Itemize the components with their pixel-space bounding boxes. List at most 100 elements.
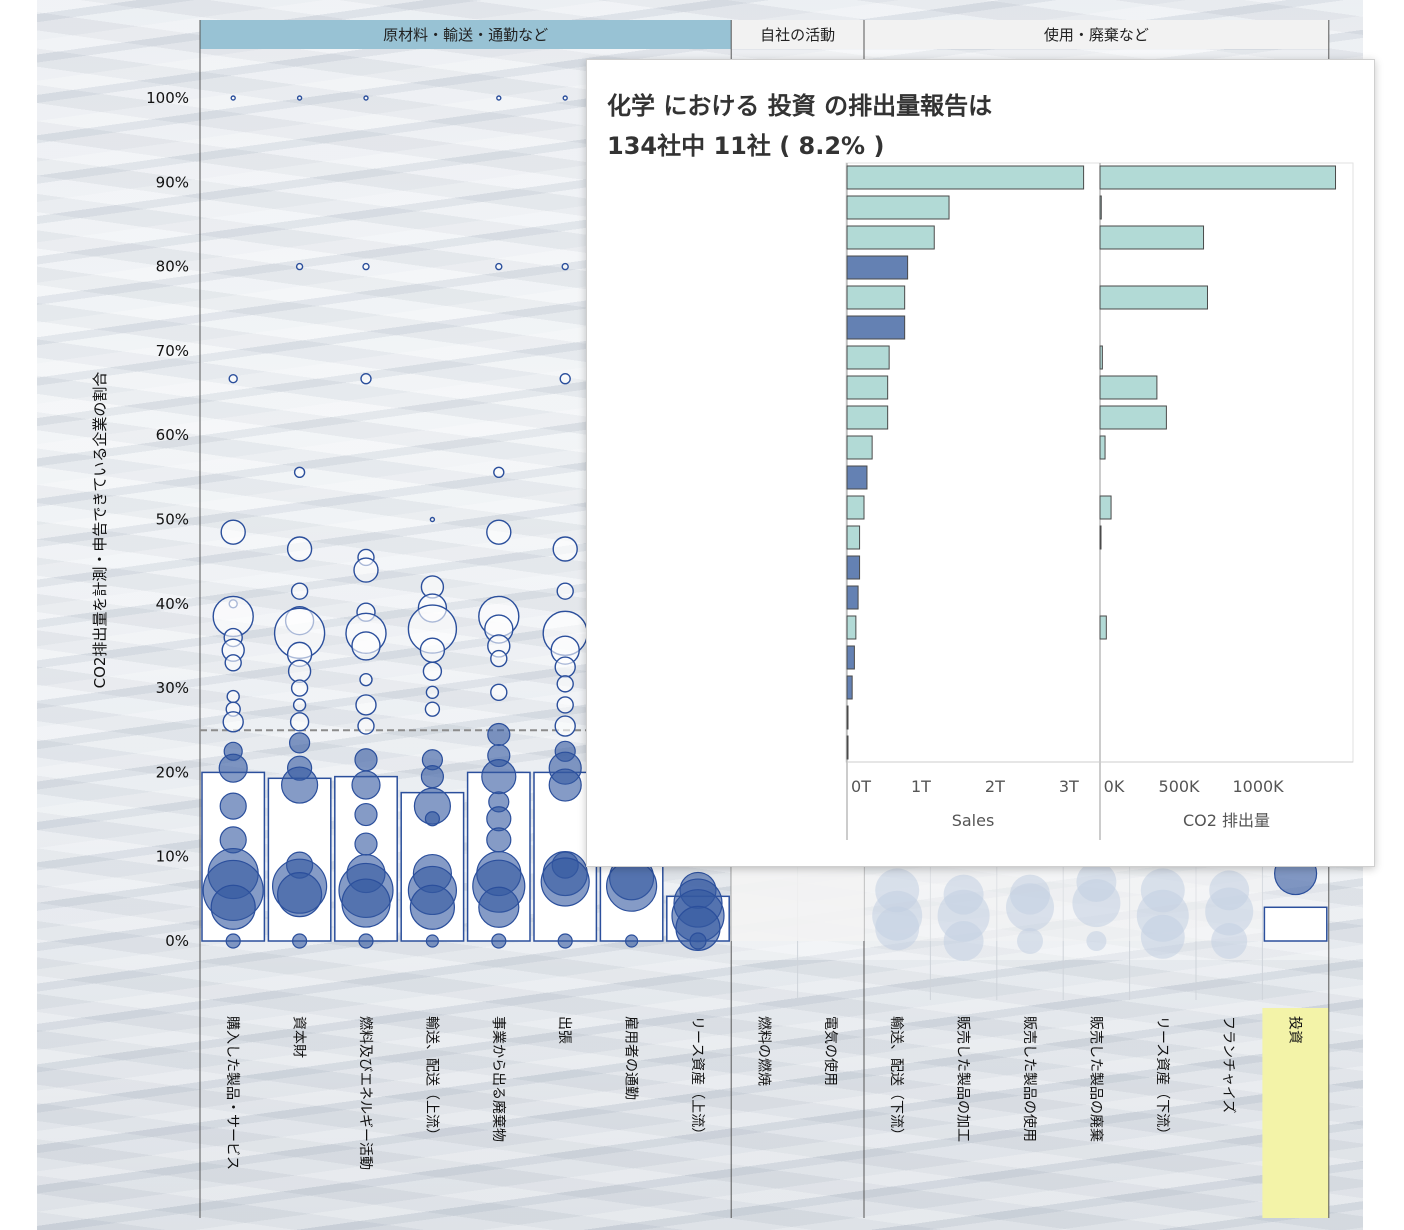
sales-bar <box>846 255 909 280</box>
unreported-company-bubble <box>1205 887 1254 936</box>
highlight-category-band <box>1262 1008 1329 1218</box>
category-label: フランチャイズ <box>1220 1016 1236 1113</box>
reported-company-bubble <box>277 872 323 918</box>
co2-bar <box>1099 615 1107 640</box>
category-label: 事業から出る廃棄物 <box>490 1016 507 1142</box>
reported-company-bubble <box>354 802 378 827</box>
unreported-company-bubble <box>429 516 436 523</box>
reported-company-bubble <box>354 748 378 772</box>
category-label: 販売した製品の廃棄 <box>1087 1016 1104 1142</box>
unreported-company-bubble <box>422 661 443 681</box>
unreported-company-bubble <box>220 519 246 545</box>
co2-bar <box>1099 405 1167 430</box>
sales-bar <box>846 405 889 430</box>
tooltip-x-axis-title: CO2 排出量 <box>1183 811 1270 830</box>
bar-background <box>797 860 864 941</box>
unreported-company-bubble <box>357 717 375 735</box>
unreported-company-bubble <box>554 656 576 678</box>
reported-company-bubble <box>624 934 639 948</box>
unreported-company-bubble <box>289 712 310 732</box>
sales-bar <box>846 315 906 340</box>
category-label: 燃料及びエネルギー活動 <box>357 1016 374 1170</box>
header-band-downstream <box>864 20 1329 49</box>
unreported-company-bubble <box>875 906 920 951</box>
reported-company-bubble <box>425 934 439 948</box>
category-label: 雇用者の通勤 <box>623 1016 640 1100</box>
sales-bar <box>846 525 861 550</box>
y-axis-title: CO2排出量を計測・申告できている企業の割合 <box>91 372 109 689</box>
reported-company-bubble <box>540 857 590 907</box>
category-label: 販売した製品の加工 <box>955 1016 971 1142</box>
sales-bar <box>846 735 849 760</box>
category-label: 資本財 <box>291 1016 307 1058</box>
y-tick-label: 0% <box>165 932 189 950</box>
unreported-company-bubble <box>360 373 372 385</box>
unreported-company-bubble <box>1072 879 1121 928</box>
y-tick-label: 100% <box>146 89 189 107</box>
y-tick-label: 80% <box>156 258 189 276</box>
unreported-company-bubble <box>496 95 502 101</box>
sales-bar <box>846 585 859 610</box>
unreported-company-bubble <box>556 696 574 714</box>
unreported-company-bubble <box>561 262 569 271</box>
unreported-company-bubble <box>556 675 574 693</box>
tooltip-panel: 化学 における 投資 の排出量報告は 134社中 11社 ( 8.2% ) 0T… <box>586 59 1375 867</box>
unreported-company-bubble <box>287 659 312 683</box>
unreported-company-bubble <box>230 95 236 101</box>
category-label: リース資産（下流） <box>1154 1016 1170 1141</box>
reported-company-bubble <box>548 768 582 802</box>
header-label-company: 自社の活動 <box>760 26 835 44</box>
category-label: 燃料の燃焼 <box>755 1016 772 1086</box>
unreported-company-bubble <box>351 631 381 661</box>
reported-company-bubble <box>675 905 721 951</box>
reported-company-bubble <box>689 932 707 950</box>
reported-company-bubble <box>351 770 381 800</box>
header-label-upstream: 原材料・輸送・通勤など <box>383 26 548 44</box>
sales-bar <box>846 615 857 640</box>
sales-bar <box>846 645 855 670</box>
unreported-company-bubble <box>1140 914 1185 959</box>
reported-company-bubble <box>491 933 507 949</box>
sales-bar <box>846 165 1085 190</box>
tooltip-x-tick: 500K <box>1159 777 1201 796</box>
reported-company-bubble <box>281 766 319 804</box>
unreported-company-bubble <box>228 374 238 384</box>
sales-bar <box>846 675 853 700</box>
unreported-company-bubble <box>556 582 574 600</box>
category-label: 出張 <box>556 1016 572 1044</box>
reported-company-bubble <box>292 933 308 949</box>
co2-bar <box>1099 375 1158 400</box>
category-label: 購入した製品・サービス <box>224 1016 240 1170</box>
unreported-company-bubble <box>362 262 370 271</box>
co2-bar <box>1099 165 1337 190</box>
reported-company-bubble <box>557 933 573 949</box>
reported-company-bubble <box>289 732 311 754</box>
unreported-company-bubble <box>424 701 441 717</box>
unreported-company-bubble <box>486 519 512 545</box>
unreported-company-bubble <box>559 373 571 385</box>
y-tick-label: 10% <box>156 848 189 866</box>
co2-bar <box>1099 195 1102 220</box>
sales-bar <box>846 195 950 220</box>
sales-bar <box>846 285 906 310</box>
reported-company-bubble <box>420 765 444 789</box>
reported-company-bubble <box>219 792 247 820</box>
y-tick-label: 90% <box>156 173 189 191</box>
unreported-company-bubble <box>554 715 576 737</box>
unreported-company-bubble <box>943 921 984 961</box>
unreported-company-bubble <box>293 466 306 478</box>
y-tick-label: 60% <box>156 426 189 444</box>
unreported-company-bubble <box>1211 923 1248 959</box>
tooltip-x-axis-title: Sales <box>952 811 995 830</box>
unreported-company-bubble <box>296 95 303 101</box>
unreported-company-bubble <box>222 711 244 733</box>
reported-company-bubble <box>486 827 512 853</box>
sales-bar <box>846 555 861 580</box>
header-band-company <box>731 20 864 49</box>
unreported-company-bubble <box>425 685 440 700</box>
header-band-upstream <box>200 20 732 49</box>
reported-company-bubble <box>409 884 455 930</box>
reported-company-bubble <box>218 753 248 783</box>
tooltip-x-tick: 1000K <box>1232 777 1284 796</box>
sales-bar <box>846 495 865 520</box>
